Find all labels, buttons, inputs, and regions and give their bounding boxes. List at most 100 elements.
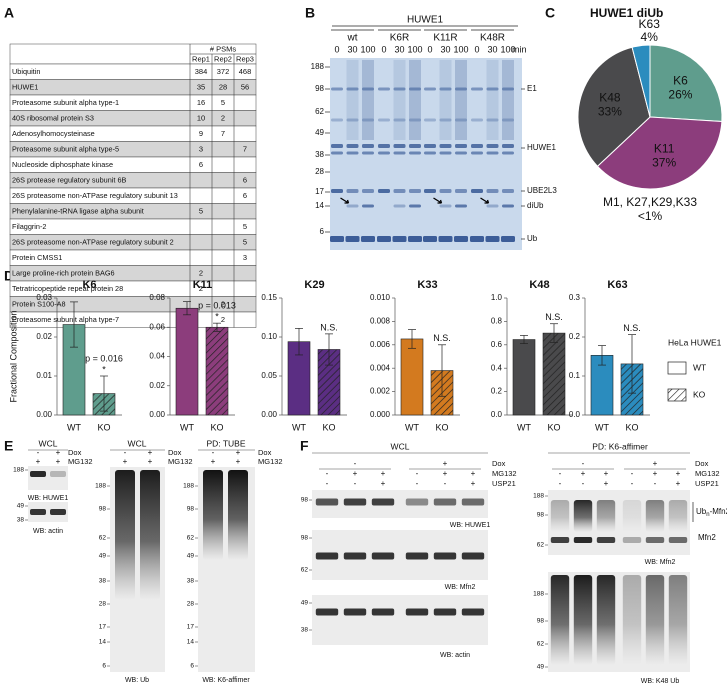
blot-caption: WB: Ub [125, 677, 149, 684]
legend-swatch [667, 361, 687, 375]
blot-marker: 188 [533, 493, 544, 500]
panel-label: A [4, 5, 14, 21]
gel-band [455, 144, 467, 148]
gel-band [362, 118, 374, 122]
pie-label: K48 [599, 91, 621, 105]
gel-marker: 98 [315, 84, 324, 93]
blot-band [461, 552, 485, 560]
condition-label: MG132 [168, 457, 193, 466]
blot-marker: 188 [183, 483, 194, 490]
panel-label: C [545, 5, 555, 21]
gel-smear [393, 60, 406, 140]
blot-smear [622, 500, 642, 532]
condition-sign: + [653, 459, 658, 468]
gel-arrow [340, 197, 350, 204]
pie-slice [649, 44, 723, 123]
table-cell: 7 [221, 129, 225, 138]
blot-smear [115, 470, 135, 600]
x-tick-label: KO [547, 422, 560, 432]
table-cell: Proteasome subunit alpha type-5 [12, 145, 119, 154]
blot-smear [645, 500, 665, 532]
blot-marker: 6 [102, 663, 106, 670]
gel-band [362, 189, 374, 193]
table-cell: 468 [239, 67, 252, 76]
gel-band [362, 87, 374, 91]
condition-sign: + [471, 479, 476, 488]
gel-marker: 6 [320, 227, 325, 236]
table-cell: 26S proteasome non-ATPase regulatory sub… [12, 238, 174, 247]
blot-marker: 188 [533, 591, 544, 598]
bar [512, 339, 536, 416]
blot-marker: 38 [99, 578, 107, 585]
gel-band [454, 236, 468, 242]
condition-sign: + [353, 469, 358, 478]
blot-marker: 98 [537, 618, 545, 625]
blot-marker: 6 [190, 663, 194, 670]
y-tick-label: 0.04 [149, 352, 165, 361]
table-cell: Phenylalanine-tRNA ligase alpha subunit [12, 207, 144, 216]
condition-label: Dox [492, 459, 506, 468]
blot-band [371, 608, 395, 616]
table-cell: 2 [221, 300, 225, 309]
blot-marker: 38 [301, 627, 309, 634]
table-cell: 26S proteasome non-ATPase regulatory sub… [12, 191, 178, 200]
blot-marker: 49 [537, 664, 545, 671]
time-label: 0 [334, 44, 339, 54]
x-tick-label: WT [405, 422, 419, 432]
table-cell: 2 [221, 114, 225, 123]
gel-marker: 38 [315, 150, 324, 159]
gel-marker: 188 [311, 62, 325, 71]
gel-band [502, 118, 514, 122]
time-label: 100 [453, 44, 468, 54]
table-cell: Ubiquitin [12, 67, 40, 76]
condition-sign: + [56, 448, 61, 457]
pie-annotation: M1, K27,K29,K33 [603, 195, 697, 209]
blot-marker: 49 [99, 553, 107, 560]
blot-marker: 14 [187, 639, 195, 646]
x-tick-label: WT [595, 422, 609, 432]
gel-smear [502, 60, 514, 140]
band-label: diUb [527, 201, 544, 210]
blot-marker: 62 [187, 535, 195, 542]
y-tick-label: 0.03 [36, 293, 52, 302]
y-tick-label: 0.010 [370, 293, 391, 302]
annotation: p = 0.016 [85, 353, 123, 363]
gel-marker: 49 [315, 128, 324, 137]
gel-band [501, 236, 515, 242]
blot-title: WCL [39, 438, 58, 448]
blot-band [315, 552, 339, 560]
blot-smear [645, 575, 665, 665]
y-tick-label: 0.004 [370, 363, 391, 372]
gel-band [393, 151, 406, 155]
x-tick-label: WT [180, 422, 194, 432]
time-label: 0 [381, 44, 386, 54]
table-cell: 35 [197, 83, 205, 92]
table-cell: Nucleoside diphosphate kinase [12, 160, 113, 169]
gel-band [455, 118, 467, 122]
table-cell: 9 [199, 129, 203, 138]
gel-band [346, 189, 359, 193]
panel-label: F [300, 438, 309, 454]
blot-marker: 38 [187, 578, 195, 585]
gel-band [362, 204, 374, 208]
time-label: 30 [347, 44, 357, 54]
blot-image [312, 530, 488, 580]
blot-band [343, 498, 367, 506]
blot-caption: WB: Mfn2 [445, 584, 476, 591]
condition-sign: + [211, 457, 216, 466]
condition-sign: + [604, 479, 609, 488]
condition-sign: + [443, 459, 448, 468]
y-tick-label: 0.02 [149, 381, 165, 390]
condition-sign: - [354, 479, 357, 488]
blot-band [433, 498, 457, 506]
x-tick-label: KO [625, 422, 638, 432]
gel-band [409, 189, 421, 193]
gel-band [486, 144, 499, 148]
x-tick-label: KO [210, 422, 223, 432]
gel-band [378, 189, 390, 193]
y-tick-label: 0.08 [149, 293, 165, 302]
annotation: N.S. [545, 312, 563, 322]
y-tick-label: 0.00 [261, 410, 277, 419]
table-cell: 2 [199, 269, 203, 278]
condition-sign: - [212, 448, 215, 457]
